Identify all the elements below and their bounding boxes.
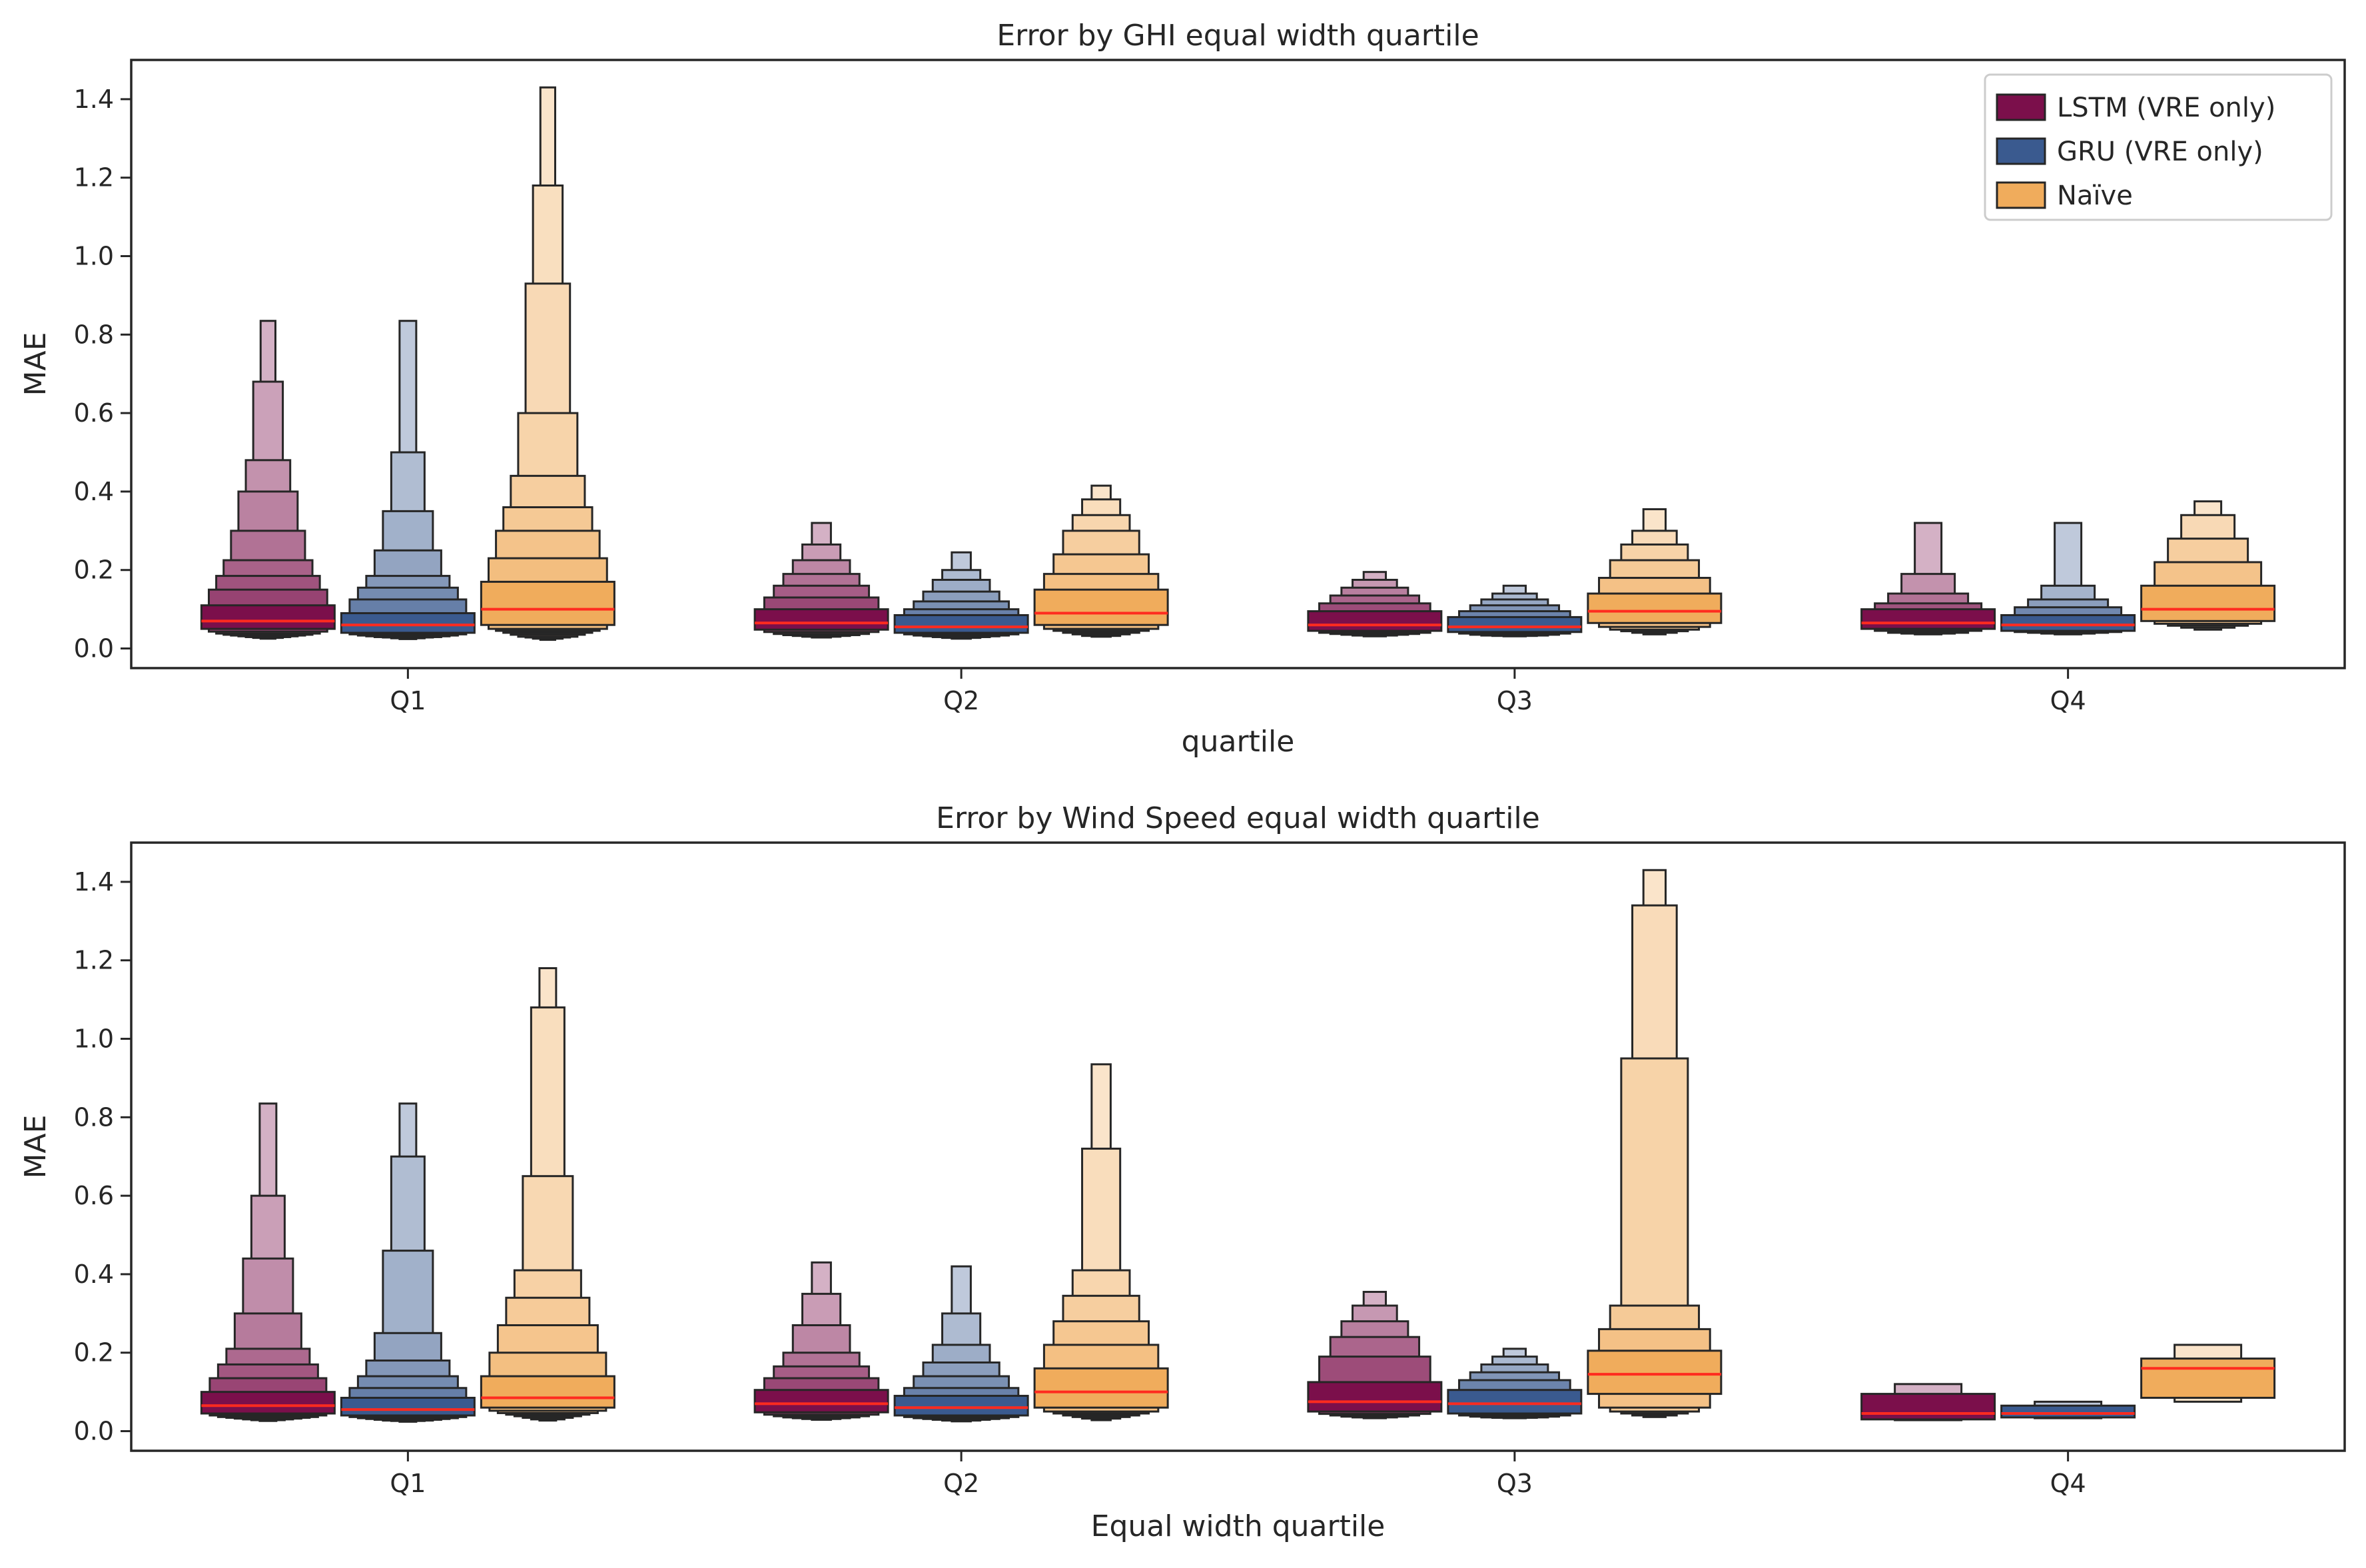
boxen-gru-vre-only-q3 <box>1447 1348 1583 1419</box>
boxen-level-0 <box>1860 608 1996 630</box>
boxen-gru-vre-only-q4 <box>2000 1400 2136 1419</box>
boxen-naive-q4 <box>2140 1344 2276 1403</box>
axes-frame <box>130 841 2346 1452</box>
y-tick-label: 0.6 <box>74 1181 114 1210</box>
x-tick-label-q3: Q3 <box>1497 686 1533 715</box>
x-axis-label: quartile <box>1182 725 1295 759</box>
x-tick-label-q3: Q3 <box>1497 1469 1533 1498</box>
boxen-naive-q4 <box>2140 500 2276 631</box>
boxen-lstm-vre-only-q2 <box>753 1261 889 1421</box>
y-tick-label: 0.2 <box>74 1338 114 1368</box>
axes-frame <box>130 59 2346 669</box>
y-tick-label: 0.4 <box>74 1260 114 1289</box>
legend-label-gru-vre-only: GRU (VRE only) <box>2057 137 2263 167</box>
boxen-level-0 <box>1033 588 1169 626</box>
boxen-level-0 <box>1447 1389 1583 1415</box>
boxen-naive-q2 <box>1033 1063 1169 1421</box>
boxen-gru-vre-only-q1 <box>340 320 476 640</box>
x-tick-label-q1: Q1 <box>390 686 426 715</box>
boxen-naive-q1 <box>480 967 615 1422</box>
legend-swatch-gru-vre-only <box>1996 137 2046 165</box>
boxen-gru-vre-only-q3 <box>1447 584 1583 637</box>
boxen-lstm-vre-only-q3 <box>1307 1290 1443 1419</box>
y-tick-label: 0.0 <box>74 634 114 663</box>
x-axis-label: Equal width quartile <box>1091 1509 1385 1543</box>
boxen-naive-q2 <box>1033 484 1169 638</box>
boxen-level-0 <box>1447 615 1583 633</box>
boxen-level-0 <box>2140 1358 2276 1399</box>
legend-swatch-naive <box>1996 181 2046 209</box>
boxen-level-0 <box>480 1375 615 1409</box>
boxen-naive-q1 <box>480 86 615 641</box>
y-tick-label: 0.8 <box>74 1102 114 1132</box>
y-tick-label: 1.2 <box>74 163 114 193</box>
boxen-gru-vre-only-q4 <box>2000 522 2136 635</box>
x-tick-label-q4: Q4 <box>2050 1469 2086 1498</box>
x-tick-label-q2: Q2 <box>943 686 979 715</box>
y-tick-label: 0.2 <box>74 556 114 585</box>
y-tick-label: 0.0 <box>74 1417 114 1446</box>
ghi-panel: Error by GHI equal width quartile 0.0 0.2 0… <box>19 19 2346 759</box>
y-axis-label: MAE <box>19 332 53 396</box>
boxen-naive-q3 <box>1587 508 1723 635</box>
legend-label-lstm-vre-only: LSTM (VRE only) <box>2057 93 2275 123</box>
boxen-level-0 <box>1587 1350 1723 1395</box>
x-tick-label-q2: Q2 <box>943 1469 979 1498</box>
chart-title: Error by GHI equal width quartile <box>996 19 1479 53</box>
boxen-gru-vre-only-q1 <box>340 1102 476 1423</box>
legend: LSTM (VRE only) GRU (VRE only) Naïve <box>1984 73 2333 221</box>
boxen-level-0 <box>2000 1404 2136 1419</box>
y-tick-label: 1.2 <box>74 946 114 975</box>
boxen-level-0 <box>200 604 336 630</box>
boxen-naive-q3 <box>1587 869 1723 1418</box>
boxen-level-0 <box>2140 584 2276 622</box>
boxen-level-0 <box>893 1395 1029 1417</box>
y-tick-label: 0.8 <box>74 320 114 349</box>
legend-label-naive: Naïve <box>2057 181 2133 211</box>
boxen-lstm-vre-only-q3 <box>1307 571 1443 637</box>
y-tick-label: 1.0 <box>74 1024 114 1054</box>
boxen-lstm-vre-only-q1 <box>200 320 336 640</box>
boxen-gru-vre-only-q2 <box>893 551 1029 640</box>
wind-speed-panel: Error by Wind Speed equal width quartile… <box>19 801 2346 1543</box>
y-axis-label: MAE <box>19 1115 53 1179</box>
boxen-level-0 <box>1587 592 1723 624</box>
boxen-level-0 <box>1307 1381 1443 1413</box>
y-tick-label: 1.4 <box>74 867 114 897</box>
boxen-level-0 <box>753 1389 889 1413</box>
y-tick-label: 1.0 <box>74 242 114 271</box>
boxen-gru-vre-only-q2 <box>893 1265 1029 1423</box>
boxen-level-0 <box>2000 613 2136 632</box>
y-tick-label: 0.6 <box>74 398 114 428</box>
x-tick-label-q4: Q4 <box>2050 686 2086 715</box>
boxen-level-0 <box>200 1391 336 1415</box>
boxen-lstm-vre-only-q4 <box>1860 522 1996 635</box>
boxen-lstm-vre-only-q1 <box>200 1102 336 1422</box>
boxen-level-0 <box>893 613 1029 634</box>
boxen-level-0 <box>340 612 476 634</box>
boxen-level-0 <box>1307 610 1443 632</box>
boxen-lstm-vre-only-q4 <box>1860 1383 1996 1421</box>
boxen-lstm-vre-only-q2 <box>753 522 889 639</box>
boxen-level-0 <box>1860 1393 1996 1421</box>
boxen-level-0 <box>340 1396 476 1417</box>
legend-box <box>1984 73 2333 221</box>
boxen-level-0 <box>1033 1367 1169 1409</box>
chart-title: Error by Wind Speed equal width quartile <box>936 801 1540 835</box>
y-tick-label: 0.4 <box>74 477 114 506</box>
legend-swatch-lstm-vre-only <box>1996 93 2046 121</box>
boxen-level-0 <box>753 608 889 631</box>
x-tick-label-q1: Q1 <box>390 1469 426 1498</box>
boxen-level-0 <box>480 580 615 626</box>
y-tick-label: 1.4 <box>74 85 114 114</box>
